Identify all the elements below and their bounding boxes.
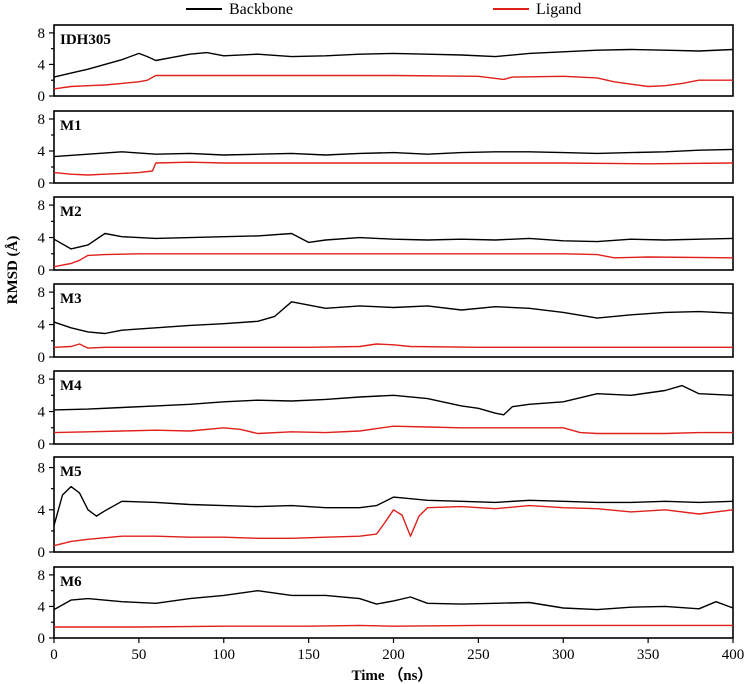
y-tick-label: 8 (38, 372, 46, 388)
panel-m4: 0 4 8 M4 (38, 370, 734, 453)
y-tick-label: 8 (38, 26, 46, 42)
panel-label: M5 (60, 464, 82, 480)
panel-frame (53, 283, 734, 358)
y-tick-label: 8 (38, 198, 46, 214)
legend-label-backbone: Backbone (229, 1, 293, 18)
panel-label: M2 (60, 204, 82, 220)
y-tick-label: 0 (38, 437, 46, 453)
y-tick-label: 4 (38, 231, 46, 247)
panel-m1: 0 4 8 M1 (38, 110, 734, 192)
panel-label: M4 (60, 378, 82, 394)
y-tick-label: 8 (38, 568, 46, 584)
y-tick-label: 0 (38, 350, 46, 366)
x-tick-label: 0 (50, 647, 58, 663)
series-backbone (53, 232, 734, 250)
series-backbone (53, 148, 734, 158)
series-ligand (53, 74, 733, 90)
x-tick-label: 350 (637, 647, 660, 663)
y-tick-label: 0 (38, 89, 46, 105)
y-tick-label: 4 (38, 599, 46, 615)
x-tick-label: 400 (722, 647, 745, 663)
y-tick-label: 4 (38, 318, 46, 334)
y-tick-label: 4 (38, 503, 46, 519)
y-tick-label: 0 (38, 631, 46, 647)
y-tick-label: 8 (38, 112, 46, 128)
y-axis-title: RMSD (Å) (5, 236, 21, 305)
panel-label: M6 (60, 574, 82, 590)
x-axis-ticks: 0 50 100 150 200 250 300 350 400 (50, 638, 744, 663)
legend-label-ligand: Ligand (536, 1, 581, 18)
panel-frame (53, 110, 734, 184)
series-ligand (54, 624, 733, 628)
y-tick-label: 0 (38, 176, 46, 192)
panel-idh305: 0 4 8 IDH305 (38, 24, 734, 105)
x-axis-title: Time （ns） (352, 666, 433, 684)
panel-frame (53, 456, 734, 553)
panel-frame (53, 196, 734, 271)
panel-m6: 0 4 8 M6 (38, 566, 734, 647)
y-tick-label: 0 (38, 263, 46, 279)
panel-label: M1 (60, 118, 82, 134)
y-tick-label: 4 (38, 405, 46, 421)
panel-label: M3 (60, 291, 82, 307)
series-ligand (53, 161, 734, 176)
x-tick-label: 300 (552, 647, 575, 663)
x-tick-label: 200 (382, 647, 405, 663)
panel-m3: 0 4 8 M3 (38, 283, 734, 366)
series-backbone (53, 48, 734, 78)
y-tick-label: 4 (38, 57, 46, 73)
panel-frame (53, 24, 734, 97)
series-backbone (53, 590, 734, 611)
series-backbone (53, 301, 734, 335)
y-tick-label: 8 (38, 461, 46, 477)
y-tick-label: 4 (38, 144, 46, 160)
series-backbone (53, 485, 734, 526)
panel-frame (53, 370, 734, 445)
panel-m5: 0 4 8 M5 (38, 456, 734, 561)
series-ligand (53, 504, 734, 547)
x-tick-label: 250 (467, 647, 490, 663)
panel-label: IDH305 (60, 32, 111, 48)
panels: 0 4 8 IDH305 0 4 8 M1 0 4 8 M2 0 4 8 M3 0 4 8 M4 0 4 8 M5 0 4 8 M6 (38, 24, 734, 647)
panel-m2: 0 4 8 M2 (38, 196, 734, 279)
x-tick-label: 100 (213, 647, 236, 663)
legend: Backbone Ligand (186, 1, 581, 18)
series-ligand (53, 425, 733, 435)
x-tick-label: 150 (297, 647, 320, 663)
y-tick-label: 8 (38, 285, 46, 301)
series-ligand (53, 343, 733, 349)
series-ligand (53, 253, 734, 268)
series-backbone (53, 384, 734, 416)
y-tick-label: 0 (38, 545, 46, 561)
x-tick-label: 50 (131, 647, 146, 663)
